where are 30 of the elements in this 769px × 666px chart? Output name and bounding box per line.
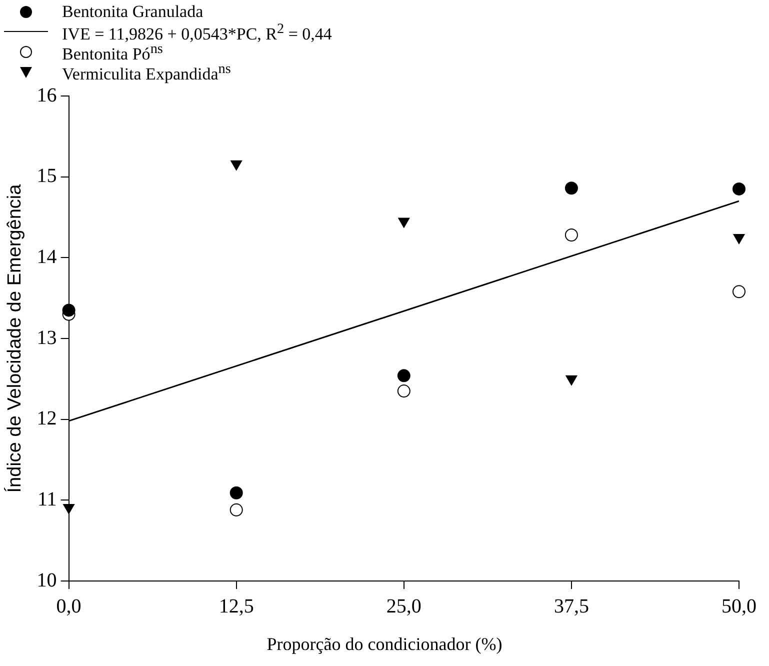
y-tick-label: 16 bbox=[36, 84, 57, 106]
point bbox=[397, 384, 410, 398]
point bbox=[732, 182, 746, 196]
y-tick-label: 13 bbox=[36, 326, 57, 349]
y-tick-label: 11 bbox=[38, 488, 57, 510]
point bbox=[566, 375, 578, 386]
x-tick-label: 25,0 bbox=[386, 595, 422, 618]
x-axis-title: Proporção do condicionador (%) bbox=[266, 634, 504, 655]
point bbox=[398, 218, 410, 228]
point bbox=[397, 369, 410, 382]
y-axis-title: Índice de Velocidade de Emergência bbox=[4, 184, 26, 493]
x-tick-label: 12,5 bbox=[218, 595, 254, 618]
legend-label: Bentonita Granulada bbox=[62, 2, 204, 22]
point bbox=[63, 504, 74, 514]
point bbox=[564, 228, 578, 242]
legend-label: Vermiculita Expandida$^{ns}$ bbox=[62, 61, 231, 84]
point bbox=[230, 486, 243, 500]
y-tick-label: 14 bbox=[36, 246, 57, 268]
x-tick-label: 0,0 bbox=[56, 595, 82, 618]
x-tick-label: 37,5 bbox=[554, 595, 589, 618]
point bbox=[732, 285, 746, 298]
point bbox=[733, 234, 745, 244]
y-tick-label: 15 bbox=[36, 165, 57, 188]
point bbox=[62, 304, 76, 317]
point bbox=[230, 503, 243, 516]
point bbox=[564, 182, 578, 195]
point bbox=[230, 160, 242, 170]
y-tick-label: 12 bbox=[36, 408, 57, 430]
x-tick-label: 50,0 bbox=[722, 595, 756, 618]
y-tick-label: 10 bbox=[36, 569, 57, 592]
